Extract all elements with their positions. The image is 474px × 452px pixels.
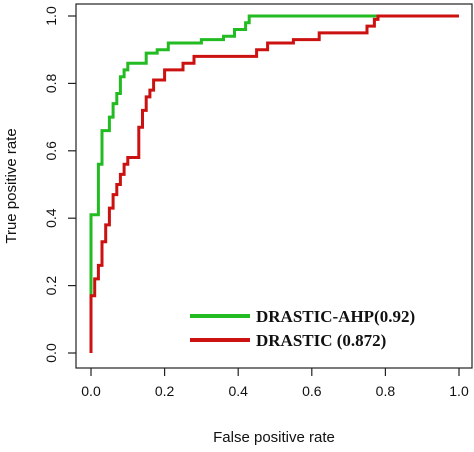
x-tick-label: 0.0 bbox=[81, 383, 101, 399]
x-tick-label: 1.0 bbox=[449, 383, 469, 399]
y-tick-label: 1.0 bbox=[43, 6, 59, 26]
y-axis: 0.0 0.2 0.4 0.6 0.8 1.0 bbox=[43, 6, 76, 363]
legend: DRASTIC-AHP(0.92) DRASTIC (0.872) bbox=[190, 307, 415, 350]
y-tick-label: 0.2 bbox=[43, 276, 59, 296]
x-tick-label: 0.4 bbox=[228, 383, 248, 399]
plot-box bbox=[75, 3, 473, 369]
series-layer bbox=[89, 14, 459, 353]
y-axis-title: True positive rate bbox=[3, 128, 20, 243]
y-tick-label: 0.4 bbox=[43, 208, 59, 228]
x-tick-label: 0.8 bbox=[376, 383, 396, 399]
roc-line-drastic bbox=[89, 14, 459, 353]
x-tick-label: 0.6 bbox=[302, 383, 322, 399]
x-axis: 0.0 0.2 0.4 0.6 0.8 1.0 bbox=[81, 368, 469, 399]
y-tick-label: 0.8 bbox=[43, 73, 59, 93]
y-tick-label: 0.6 bbox=[43, 141, 59, 161]
x-tick-label: 0.2 bbox=[155, 383, 175, 399]
legend-label-drastic: DRASTIC (0.872) bbox=[256, 331, 386, 350]
roc-line-drastic-ahp bbox=[89, 14, 459, 353]
x-axis-title: False positive rate bbox=[213, 429, 335, 446]
y-tick-label: 0.0 bbox=[43, 343, 59, 363]
legend-label-drastic-ahp: DRASTIC-AHP(0.92) bbox=[256, 307, 415, 326]
